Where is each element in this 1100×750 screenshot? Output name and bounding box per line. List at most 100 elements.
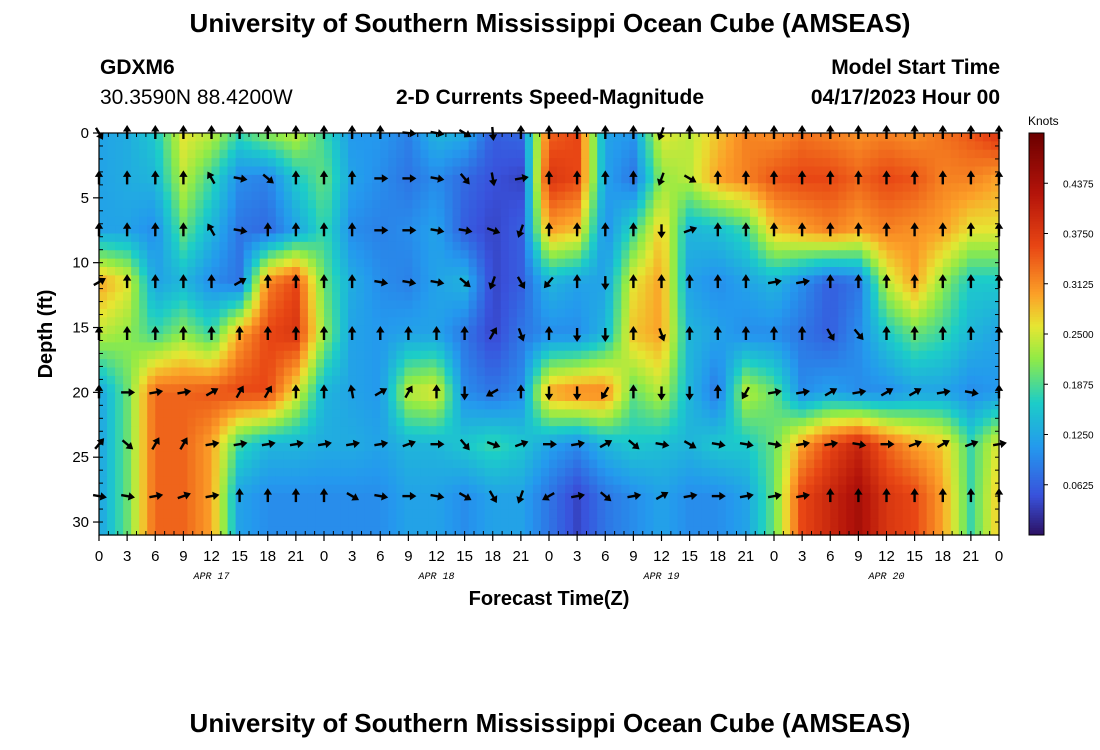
heatmap-cell bbox=[653, 384, 663, 394]
heatmap-cell bbox=[524, 216, 534, 226]
heatmap-cell bbox=[476, 208, 486, 218]
heatmap-cell bbox=[830, 158, 839, 168]
heatmap-cell bbox=[380, 183, 389, 193]
heatmap-cell bbox=[203, 409, 213, 419]
heatmap-cell bbox=[982, 200, 992, 209]
heatmap-cell bbox=[549, 258, 558, 268]
heatmap-cell bbox=[741, 359, 751, 369]
heatmap-cell bbox=[211, 375, 221, 385]
heatmap-cell bbox=[428, 200, 438, 209]
heatmap-cell bbox=[725, 292, 735, 302]
heatmap-cell bbox=[565, 451, 574, 461]
heatmap-cell bbox=[460, 200, 470, 209]
heatmap-cell bbox=[934, 468, 944, 477]
heatmap-cell bbox=[524, 300, 534, 310]
heatmap-cell bbox=[115, 200, 124, 209]
heatmap-cell bbox=[581, 308, 590, 318]
heatmap-cell bbox=[629, 426, 638, 436]
heatmap-cell bbox=[741, 183, 751, 193]
heatmap-cell bbox=[741, 384, 751, 394]
heatmap-cell bbox=[340, 325, 349, 335]
heatmap-cell bbox=[243, 191, 253, 201]
heatmap-cell bbox=[428, 468, 438, 477]
heatmap-cell bbox=[179, 417, 188, 427]
heatmap-cell bbox=[155, 174, 164, 184]
heatmap-cell bbox=[862, 191, 872, 201]
heatmap-cell bbox=[163, 141, 172, 151]
heatmap-cell bbox=[894, 350, 904, 360]
heatmap-cell bbox=[878, 300, 888, 310]
heatmap-cell bbox=[436, 233, 446, 243]
heatmap-cell bbox=[774, 426, 783, 436]
heatmap-cell bbox=[356, 250, 365, 260]
heatmap-cell bbox=[380, 283, 389, 293]
heatmap-cell bbox=[251, 501, 261, 511]
heatmap-cell bbox=[653, 216, 663, 226]
heatmap-cell bbox=[950, 300, 960, 310]
heatmap-cell bbox=[749, 459, 759, 469]
heatmap-cell bbox=[701, 359, 711, 369]
heatmap-cell bbox=[910, 292, 920, 302]
heatmap-cell bbox=[524, 350, 534, 360]
heatmap-cell bbox=[846, 133, 855, 142]
heatmap-cell bbox=[557, 426, 566, 436]
heatmap-cell bbox=[291, 300, 301, 310]
heatmap-cell bbox=[846, 367, 855, 377]
heatmap-cell bbox=[211, 208, 221, 218]
heatmap-cell bbox=[524, 141, 534, 151]
heatmap-cell bbox=[790, 183, 799, 193]
heatmap-cell bbox=[139, 191, 148, 201]
heatmap-cell bbox=[806, 342, 815, 352]
heatmap-cell bbox=[516, 442, 526, 452]
heatmap-cell bbox=[573, 342, 582, 352]
heatmap-cell bbox=[508, 367, 518, 377]
heatmap-cell bbox=[332, 208, 341, 218]
heatmap-cell bbox=[396, 200, 405, 209]
heatmap-cell bbox=[854, 200, 863, 209]
heatmap-cell bbox=[581, 426, 590, 436]
heatmap-cell bbox=[460, 241, 470, 251]
heatmap-cell bbox=[203, 300, 213, 310]
heatmap-cell bbox=[444, 459, 454, 469]
heatmap-cell bbox=[557, 258, 566, 268]
heatmap-cell bbox=[500, 191, 510, 201]
heatmap-cell bbox=[942, 133, 952, 142]
heatmap-cell bbox=[139, 133, 148, 142]
heatmap-cell bbox=[436, 367, 446, 377]
heatmap-cell bbox=[500, 384, 510, 394]
heatmap-cell bbox=[862, 342, 872, 352]
heatmap-cell bbox=[324, 300, 333, 310]
heatmap-cell bbox=[605, 174, 614, 184]
heatmap-cell bbox=[99, 149, 108, 159]
heatmap-cell bbox=[878, 191, 888, 201]
heatmap-cell bbox=[645, 166, 655, 176]
heatmap-cell bbox=[227, 350, 237, 360]
heatmap-cell bbox=[227, 208, 237, 218]
heatmap-cell bbox=[235, 149, 245, 159]
heatmap-cell bbox=[324, 158, 333, 168]
heatmap-cell bbox=[637, 208, 647, 218]
heatmap-cell bbox=[428, 476, 438, 486]
heatmap-cell bbox=[147, 191, 156, 201]
heatmap-cell bbox=[790, 317, 799, 327]
heatmap-cell bbox=[428, 434, 438, 444]
heatmap-cell bbox=[701, 451, 711, 461]
heatmap-cell bbox=[645, 317, 655, 327]
heatmap-cell bbox=[324, 459, 333, 469]
heatmap-cell bbox=[605, 267, 614, 276]
heatmap-cell bbox=[765, 350, 775, 360]
heatmap-cell bbox=[942, 191, 952, 201]
heatmap-cell bbox=[332, 317, 341, 327]
heatmap-cell bbox=[171, 350, 180, 360]
heatmap-cell bbox=[966, 468, 976, 477]
heatmap-cell bbox=[613, 384, 622, 394]
heatmap-cell bbox=[227, 149, 237, 159]
heatmap-cell bbox=[364, 434, 373, 444]
heatmap-cell bbox=[782, 183, 791, 193]
heatmap-cell bbox=[364, 401, 373, 410]
heatmap-cell bbox=[765, 417, 775, 427]
heatmap-cell bbox=[637, 451, 647, 461]
heatmap-cell bbox=[332, 216, 341, 226]
heatmap-cell bbox=[870, 359, 880, 369]
heatmap-cell bbox=[806, 283, 815, 293]
